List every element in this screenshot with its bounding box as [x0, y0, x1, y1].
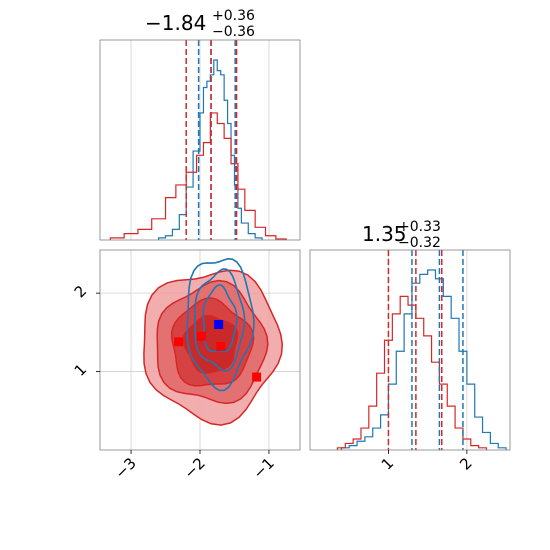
joint-blue-contour-1: [194, 268, 246, 372]
marginal-y-xtick-label-0: 1: [378, 454, 397, 473]
joint-blue-contour-0: [186, 257, 255, 392]
marginal-y-title: 1.35: [362, 222, 407, 246]
marginal-x-hist-series-0: [158, 59, 263, 240]
joint-marker-0: [174, 337, 184, 347]
marginal-x-hist-series-1: [109, 112, 287, 240]
joint-ytick-label-1: 2: [71, 282, 90, 301]
marginal-y-quantile-lines: [387, 250, 464, 450]
marginal-x-histograms: [109, 59, 287, 240]
joint-contours: [143, 257, 284, 426]
marginal-x-frame: [99, 39, 301, 241]
marginal-y-hist-series-0: [340, 269, 507, 450]
joint-marker-1: [196, 331, 206, 341]
joint-xtick-label-2: −1: [249, 454, 277, 482]
marginal-x-panel: −1.84 +0.36 −0.36: [99, 8, 301, 241]
joint-red-contour-3: [182, 314, 239, 374]
marginal-y-histograms: [336, 269, 507, 450]
joint-ytick-label-0: 1: [71, 360, 90, 379]
joint-panel: −3 −2 −1 12: [71, 249, 301, 482]
marginal-x-title: −1.84: [145, 11, 206, 35]
joint-x-ticks: −3 −2 −1: [111, 450, 278, 482]
joint-markers: [174, 320, 262, 382]
marginal-y-title-sub: −0.32: [398, 235, 441, 251]
joint-y-ticks: 12: [71, 282, 100, 380]
joint-marker-2: [216, 341, 226, 351]
marginal-x-title-sup: +0.36: [212, 8, 255, 24]
marginal-y-xtick-label-1: 2: [456, 454, 475, 473]
joint-xtick-label-0: −3: [111, 454, 139, 482]
marginal-y-frame: [309, 249, 511, 451]
joint-blue-contour-2: [202, 284, 238, 353]
joint-xtick-label-1: −2: [180, 454, 208, 482]
marginal-y-title-sup: +0.33: [398, 219, 441, 235]
marginal-x-title-sub: −0.36: [212, 24, 255, 40]
joint-marker-3: [252, 372, 262, 382]
marginal-x-quantile-lines: [185, 40, 238, 240]
joint-marker-4: [214, 320, 224, 330]
